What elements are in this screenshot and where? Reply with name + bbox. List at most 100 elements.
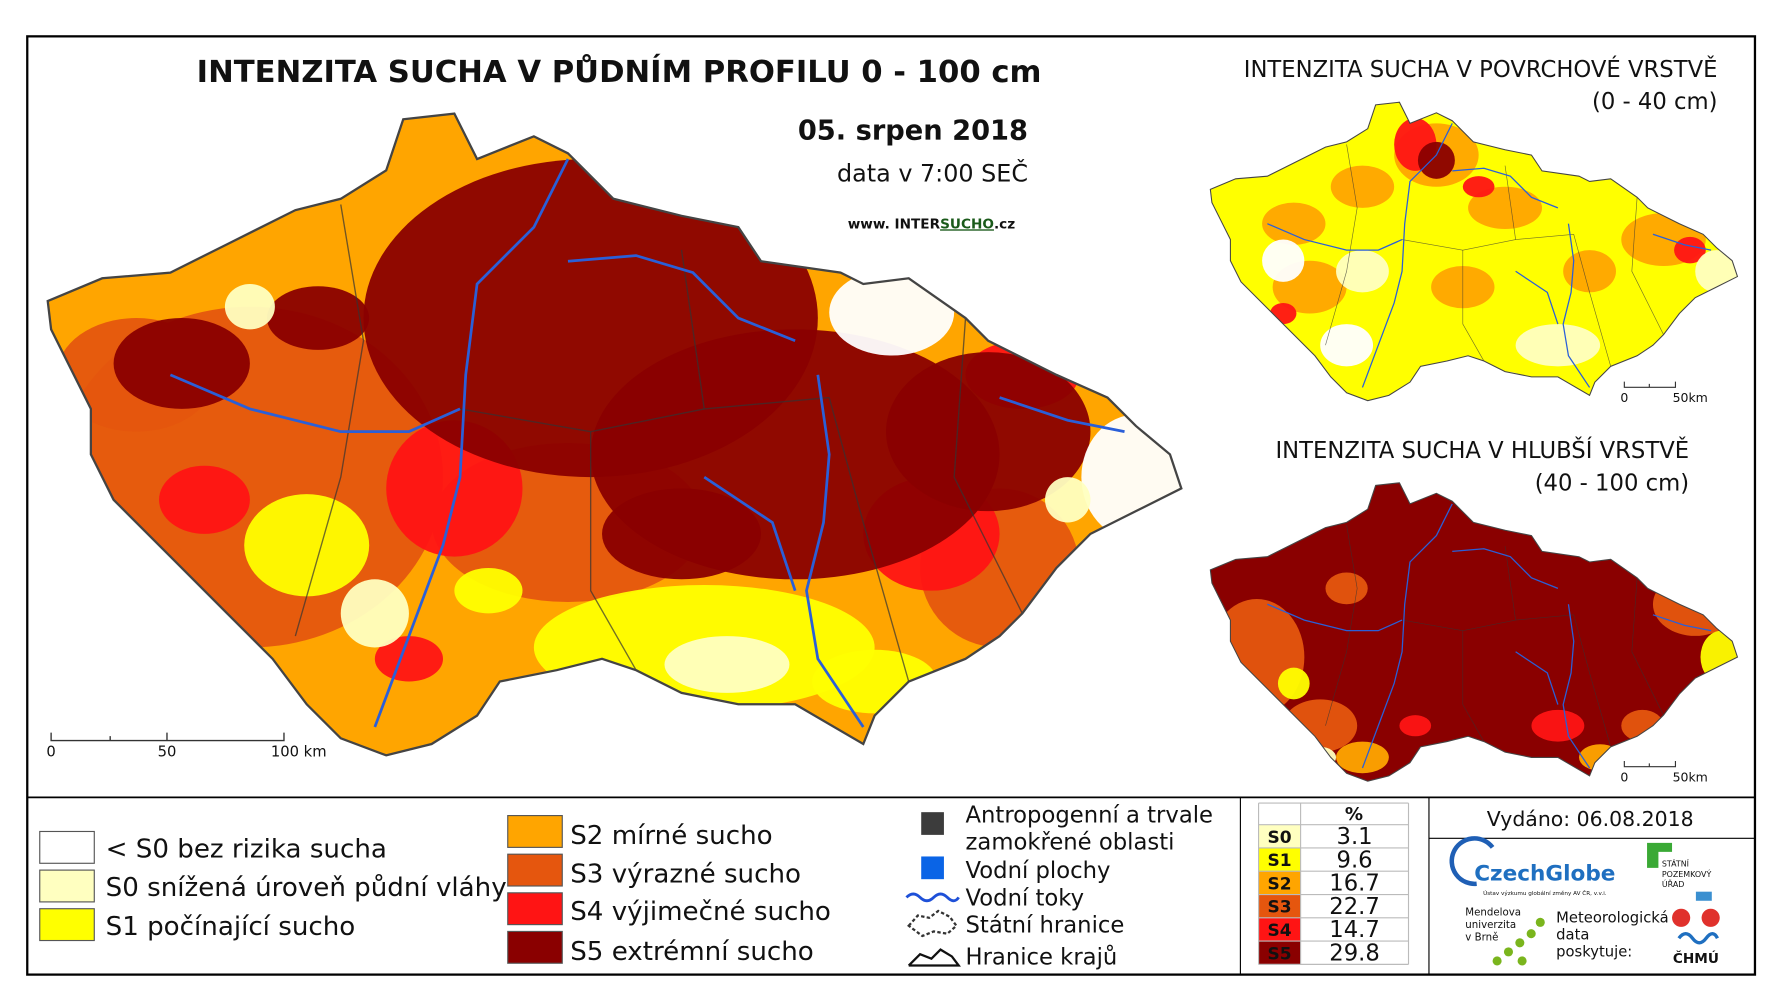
dot (1535, 917, 1545, 927)
meteo-text: Meteorologická (1556, 909, 1668, 926)
river (1652, 233, 1712, 251)
drought-area (1336, 250, 1389, 293)
website-part: .cz (994, 216, 1015, 232)
mendelu-dots (1492, 917, 1545, 966)
czechglobe-logo: CzechGlobe (1474, 861, 1615, 886)
stats-value: 16.7 (1329, 871, 1380, 897)
drought-area (1320, 324, 1374, 367)
stats-code-cell (1258, 824, 1301, 848)
drought-area (159, 465, 250, 534)
legend-symbols (905, 812, 961, 967)
region-border (1631, 197, 1664, 335)
drought-area (1336, 741, 1389, 774)
drought-area (1045, 477, 1091, 523)
stats-code-cell (1258, 894, 1301, 918)
frame (26, 35, 1757, 976)
river (1452, 548, 1559, 589)
scale-label: 50 (158, 744, 177, 761)
region-border (680, 249, 705, 410)
symbol-water-area (921, 856, 944, 880)
drought-area (454, 567, 523, 614)
drought-area (602, 488, 762, 580)
stats-code-cell (1258, 917, 1301, 942)
drought-area (244, 494, 370, 597)
stats-value: 29.8 (1329, 940, 1380, 966)
region-border (1573, 614, 1612, 747)
river (703, 475, 797, 592)
meteo-text: data (1556, 926, 1589, 943)
mendelu-text: v Brně (1465, 932, 1498, 944)
main-time: data v 7:00 SEČ (837, 160, 1028, 188)
drought-area (829, 269, 955, 356)
river (169, 373, 461, 434)
symbol-label: Hranice krajů (966, 943, 1118, 970)
legend-swatch (39, 908, 95, 942)
surface-subtitle: (0 - 40 cm) (1592, 89, 1718, 115)
drought-area (224, 283, 275, 330)
region-border (828, 397, 910, 682)
symbol-label: Vodní plochy (966, 858, 1111, 884)
chmu-mark (1695, 891, 1712, 901)
legend-label: S3 výrazné sucho (570, 860, 801, 890)
drought-area (1563, 250, 1616, 293)
main-title: INTENZITA SUCHA V PŮDNÍM PROFILU 0 - 100… (197, 53, 1042, 90)
stats-code-cell (1258, 941, 1301, 965)
dot (1492, 956, 1502, 966)
spu-text: ÚŘAD (1662, 878, 1685, 889)
stats-code-cell (1258, 847, 1301, 872)
river (805, 374, 865, 728)
region-border (1504, 165, 1516, 240)
region-border (459, 396, 830, 433)
legend-swatch (507, 892, 563, 926)
river (1361, 503, 1453, 769)
drought-area (1462, 176, 1495, 198)
czechglobe-arc (1449, 836, 1495, 887)
drought-area (1417, 141, 1455, 179)
drought-area (374, 636, 443, 682)
symbol-label: zamokřené oblasti (966, 830, 1175, 856)
dot (1503, 947, 1514, 957)
chmu-mark (1672, 908, 1691, 927)
dot (1515, 938, 1525, 948)
legend-swatch (39, 869, 95, 903)
drought-area (113, 318, 250, 409)
symbol-label: Státní hranice (966, 913, 1125, 939)
symbol-state-border (907, 909, 958, 938)
river (1267, 223, 1403, 251)
surface-title: INTENZITA SUCHA V POVRCHOVÉ VRSTVĚ (1244, 55, 1718, 83)
website: www. INTERSUCHO.cz (848, 216, 1016, 232)
region-border (589, 431, 637, 671)
issued-date: Vydáno: 06.08.2018 (1487, 807, 1694, 831)
czechglobe-sub: Ústav výzkumu globální změny AV ČR, v.v.… (1483, 890, 1607, 897)
stats-table: % S0 3.1 S1 9.6 S2 16.7 S3 22.7 S4 14.7 S5 29.8 (1258, 802, 1410, 966)
stats-code: S0 (1268, 828, 1292, 848)
river (567, 254, 796, 343)
scale-bar (1623, 381, 1677, 388)
drought-area (886, 352, 1091, 512)
drought-area (1262, 239, 1305, 282)
river (1515, 651, 1559, 705)
scale-label: 50km (1673, 390, 1708, 405)
legend-swatch (507, 930, 563, 964)
symbol-label: Vodní toky (966, 885, 1085, 911)
region-border (1325, 144, 1358, 346)
region-border (1573, 234, 1612, 367)
river (1652, 614, 1712, 632)
region-border (1462, 250, 1485, 362)
drought-area (1531, 709, 1585, 742)
surface-scale-bar: 0 50km (1620, 381, 1708, 405)
legend: < S0 bez rizika sucha S0 snížená úroveň p… (39, 815, 831, 967)
scale-bar (1623, 761, 1677, 768)
main-scale-bar: 0 50 100 km (46, 732, 327, 761)
scale-label: 0 (1620, 390, 1628, 405)
river (1452, 167, 1559, 209)
drought-area (1468, 186, 1543, 229)
river (1361, 123, 1453, 388)
drought-area (1277, 667, 1310, 700)
river (1562, 223, 1591, 388)
stats-value: 3.1 (1337, 824, 1373, 850)
spu-text: STÁTNÍ (1662, 858, 1690, 869)
drought-area (1325, 572, 1368, 605)
